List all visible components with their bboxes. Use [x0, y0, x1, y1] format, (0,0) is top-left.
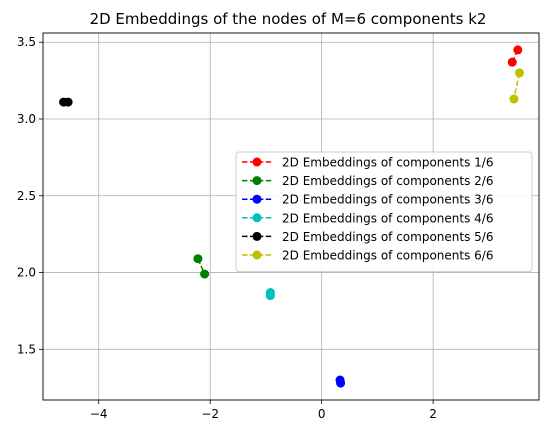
- data-series: [193, 254, 210, 279]
- legend-entry: 2D Embeddings of components 5/6: [242, 230, 493, 244]
- y-tick-label: 2.0: [17, 266, 36, 280]
- y-tick-label: 3.5: [17, 35, 36, 49]
- x-tick-label: 0: [318, 407, 326, 421]
- chart-title: 2D Embeddings of the nodes of M=6 compon…: [90, 10, 487, 28]
- legend-entry: 2D Embeddings of components 1/6: [242, 156, 493, 170]
- data-point: [509, 94, 519, 104]
- data-point: [200, 269, 210, 279]
- legend-entry: 2D Embeddings of components 3/6: [242, 193, 493, 207]
- legend-marker: [252, 213, 262, 223]
- legend-entry: 2D Embeddings of components 2/6: [242, 174, 493, 188]
- data-series: [509, 68, 524, 104]
- legend-label: 2D Embeddings of components 4/6: [282, 211, 493, 225]
- legend-box: [235, 151, 533, 273]
- legend-label: 2D Embeddings of components 2/6: [282, 174, 493, 188]
- data-point: [193, 254, 203, 264]
- legend-entry: 2D Embeddings of components 4/6: [242, 211, 493, 225]
- data-series: [335, 375, 346, 388]
- legend-label: 2D Embeddings of components 6/6: [282, 249, 493, 263]
- legend-marker: [252, 176, 262, 186]
- legend-marker: [252, 194, 262, 204]
- data-point: [513, 45, 523, 55]
- y-tick-label: 3.0: [17, 112, 36, 126]
- data-point: [336, 378, 346, 388]
- data-point: [507, 57, 517, 67]
- legend-label: 2D Embeddings of components 5/6: [282, 230, 493, 244]
- legend-label: 2D Embeddings of components 1/6: [282, 156, 493, 170]
- series-layer: [59, 45, 524, 388]
- data-series: [59, 97, 73, 107]
- data-point: [265, 291, 275, 301]
- plot-frame: [42, 32, 540, 401]
- y-tick-label: 1.5: [17, 342, 36, 356]
- data-series: [265, 288, 275, 301]
- legend-entry: 2D Embeddings of components 6/6: [242, 249, 493, 263]
- x-tick-label: −4: [90, 407, 108, 421]
- legend-label: 2D Embeddings of components 3/6: [282, 193, 493, 207]
- data-series: [507, 45, 523, 67]
- data-point: [63, 97, 73, 107]
- data-point: [514, 68, 524, 78]
- x-tick-label: 2: [429, 407, 437, 421]
- x-tick-label: −2: [201, 407, 219, 421]
- axis-ticks: −4 −2 0 2 1.5 2.0 2.5 3.0 3.5: [17, 35, 437, 421]
- legend-marker: [252, 231, 262, 241]
- y-tick-label: 2.5: [17, 189, 36, 203]
- legend-marker: [252, 157, 262, 167]
- grid: [43, 33, 539, 400]
- legend: 2D Embeddings of components 1/6 2D Embedd…: [235, 151, 533, 273]
- legend-marker: [252, 250, 262, 260]
